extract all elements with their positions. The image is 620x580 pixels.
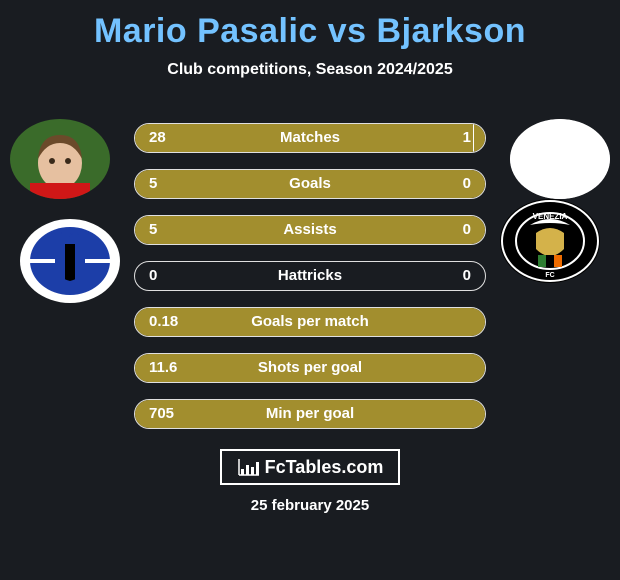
- bar-value-left: 0.18: [149, 308, 178, 336]
- avatar-eye-l: [49, 158, 55, 164]
- badge-text-bot: FC: [545, 272, 554, 279]
- stat-bar: Min per goal705: [134, 399, 486, 429]
- badge-bar-black: [546, 255, 554, 267]
- bar-label: Hattricks: [135, 262, 485, 290]
- stat-bar: Hattricks0 0: [134, 261, 486, 291]
- stat-bar: Shots per goal11.6: [134, 353, 486, 383]
- bar-label: Min per goal: [135, 400, 485, 428]
- badge-lion: [536, 228, 564, 256]
- stat-bars: Matches281Goals50Assists50Hattricks00Goa…: [134, 123, 486, 445]
- page-title: Mario Pasalic vs Bjarkson: [0, 0, 620, 51]
- bar-value-left: 5: [149, 170, 157, 198]
- bar-value-right: 0: [463, 216, 471, 244]
- badge-text-top: VENEZIA: [533, 212, 568, 221]
- date-text: 25 february 2025: [0, 497, 620, 514]
- bar-value-left: 28: [149, 124, 166, 152]
- avatar-shirt: [30, 183, 90, 199]
- stat-bar: Matches28 1: [134, 123, 486, 153]
- bar-value-right: 1: [463, 124, 471, 152]
- stat-bar: Goals5 0: [134, 169, 486, 199]
- avatar-eye-r: [65, 158, 71, 164]
- bar-value-left: 705: [149, 400, 174, 428]
- bar-value-right: 0: [463, 262, 471, 290]
- bar-value-left: 5: [149, 216, 157, 244]
- bar-label: Goals: [135, 170, 485, 198]
- bar-value-left: 11.6: [149, 354, 177, 382]
- badge-bar-green: [538, 255, 546, 267]
- club-left-badge: ATALANTA: [20, 219, 120, 303]
- comparison-section: ATALANTA VENEZIA FC Matches281Goals50Ass…: [0, 99, 620, 439]
- subtitle: Club competitions, Season 2024/2025: [0, 61, 620, 79]
- bar-label: Goals per match: [135, 308, 485, 336]
- bar-value-left: 0: [149, 262, 157, 290]
- bar-label: Shots per goal: [135, 354, 485, 382]
- player-left-avatar: [10, 119, 110, 199]
- bar-label: Assists: [135, 216, 485, 244]
- bar-value-right: 0: [463, 170, 471, 198]
- brand-box: FcTables.com: [220, 449, 400, 485]
- badge-shield-r: [75, 244, 85, 281]
- club-right-badge: VENEZIA FC: [500, 199, 600, 283]
- avatar-blank: [510, 119, 610, 199]
- brand-chart-icon: [237, 457, 261, 477]
- brand-text: FcTables.com: [265, 457, 384, 478]
- badge-text-top: ATALANTA: [49, 230, 91, 239]
- badge-bar-orange: [554, 255, 562, 267]
- player-right-avatar: [510, 119, 610, 199]
- badge-shield-l: [55, 244, 65, 281]
- stat-bar: Assists5 0: [134, 215, 486, 245]
- stat-bar: Goals per match0.18: [134, 307, 486, 337]
- bar-label: Matches: [135, 124, 485, 152]
